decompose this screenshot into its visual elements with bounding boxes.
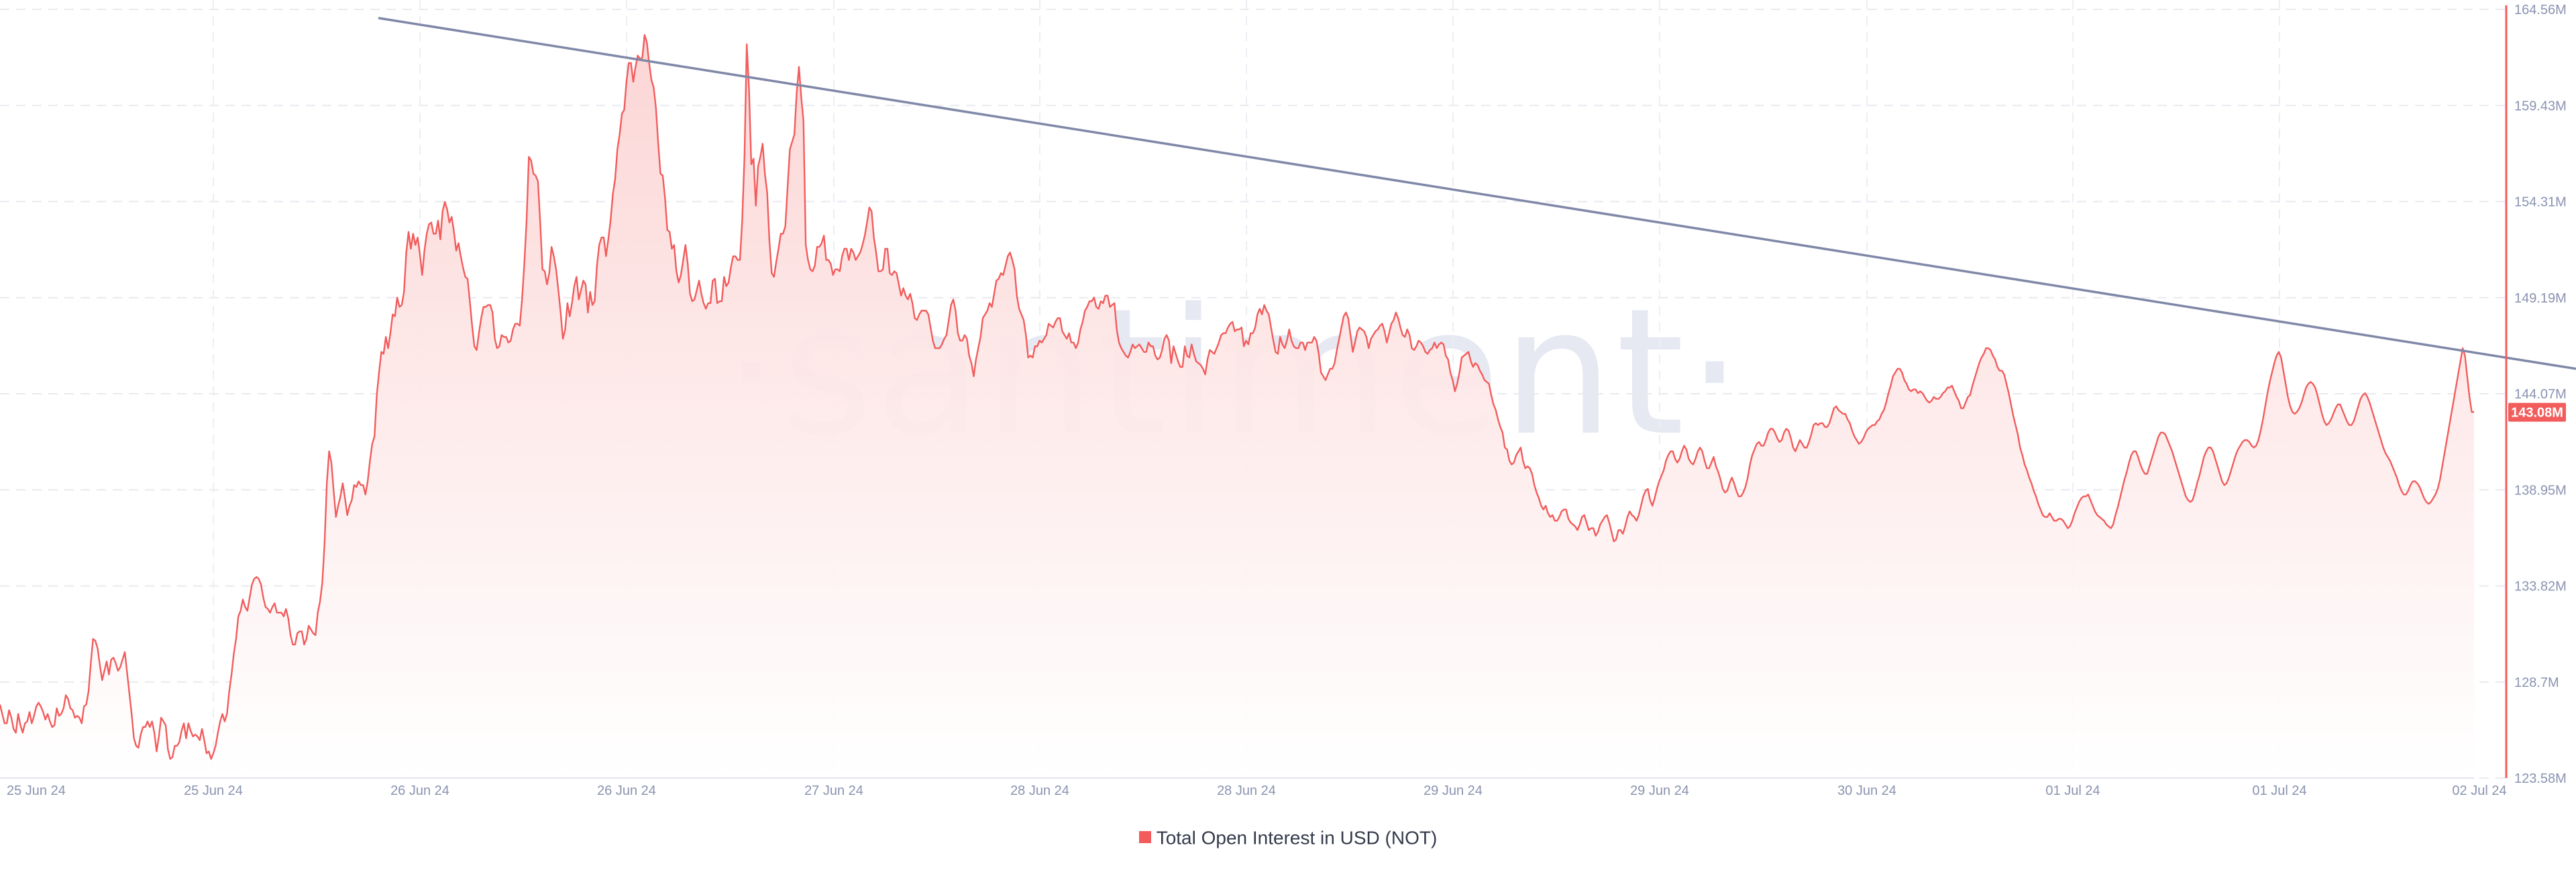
x-tick-label: 27 Jun 24: [804, 783, 863, 798]
legend-swatch: [1138, 830, 1151, 843]
x-tick-label: 01 Jul 24: [2045, 783, 2100, 798]
y-tick-label: 128.7M: [2514, 675, 2559, 690]
y-tick-label: 149.19M: [2514, 291, 2567, 306]
current-value-badge: [2508, 402, 2566, 422]
series-area: [0, 34, 2474, 778]
x-tick-label: 02 Jul 24: [2452, 783, 2506, 798]
y-tick-label: 123.58M: [2514, 771, 2567, 786]
series-line: [0, 34, 2474, 760]
series-area-fill: [0, 35, 2474, 778]
legend-label: Total Open Interest in USD (NOT): [1156, 827, 1438, 849]
axes: 123.58M 128.7M 133.82M 138.95M 144.07M 149.19…: [0, 3, 2567, 798]
x-tick-label: 30 Jun 24: [1837, 783, 1896, 798]
x-tick-label: 01 Jul 24: [2252, 783, 2306, 798]
x-tick-label: 25 Jun 24: [184, 783, 243, 798]
trendline-line: [378, 17, 2576, 370]
x-tick-label: 28 Jun 24: [1010, 783, 1069, 798]
legend: Total Open Interest in USD (NOT): [0, 826, 2576, 849]
y-tick-label: 164.56M: [2514, 3, 2567, 17]
current-value-label: 143.08M: [2511, 406, 2563, 421]
y-tick-label: 144.07M: [2514, 387, 2567, 402]
x-tick-label: 28 Jun 24: [1217, 783, 1276, 798]
y-tick-label: 154.31M: [2514, 195, 2567, 210]
x-tick-label: 29 Jun 24: [1630, 783, 1689, 798]
x-tick-label: 26 Jun 24: [597, 783, 656, 798]
y-tick-label: 138.95M: [2514, 483, 2567, 498]
trendline: [378, 17, 2576, 370]
x-tick-label: 26 Jun 24: [390, 783, 449, 798]
x-tick-label: 25 Jun 24: [7, 783, 66, 798]
y-tick-label: 133.82M: [2514, 580, 2567, 594]
x-tick-label: 29 Jun 24: [1424, 783, 1483, 798]
y-tick-label: 159.43M: [2514, 99, 2567, 113]
